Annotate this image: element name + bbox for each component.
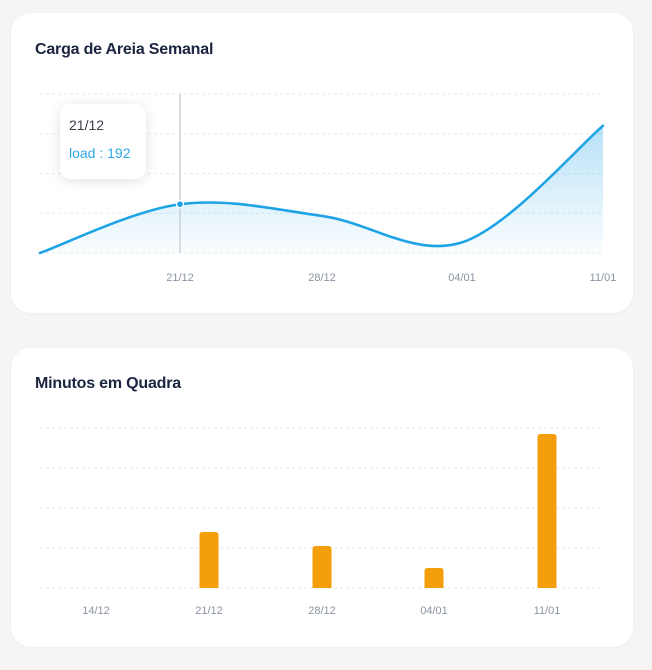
x-tick-label: 11/01 [534, 605, 561, 617]
x-tick-label: 28/12 [308, 272, 336, 284]
chart-tooltip: 21/12 load : 192 [60, 104, 146, 179]
tooltip-value: load : 192 [69, 145, 131, 161]
load-area-chart[interactable]: 21/12 28/12 04/01 11/01 [11, 13, 633, 313]
x-tick-label: 28/12 [308, 605, 336, 617]
active-point [175, 200, 185, 209]
x-tick-label: 04/01 [420, 605, 448, 617]
x-tick-label: 11/01 [590, 272, 617, 284]
minutes-bar-chart[interactable]: 14/12 21/12 28/12 04/01 11/01 [11, 348, 633, 647]
load-chart-card: Carga de Areia Semanal 21/12 28/12 04/01 11… [11, 13, 633, 313]
area-fill [40, 125, 603, 253]
bar-04-01 [424, 568, 444, 588]
bar-21-12 [199, 532, 219, 588]
x-tick-label: 14/12 [82, 605, 110, 617]
bar-11-01 [537, 434, 557, 588]
bar-28-12 [312, 546, 332, 588]
tooltip-label: 21/12 [69, 117, 105, 133]
load-chart-title: Carga de Areia Semanal [35, 41, 214, 58]
x-tick-label: 21/12 [166, 272, 194, 284]
x-tick-label: 21/12 [195, 605, 223, 617]
minutes-chart-title: Minutos em Quadra [35, 375, 181, 392]
minutes-chart-card: Minutos em Quadra 14/12 21/12 28/12 04/01 11… [11, 348, 633, 647]
x-tick-label: 04/01 [448, 272, 476, 284]
series-line-load [38, 124, 605, 255]
